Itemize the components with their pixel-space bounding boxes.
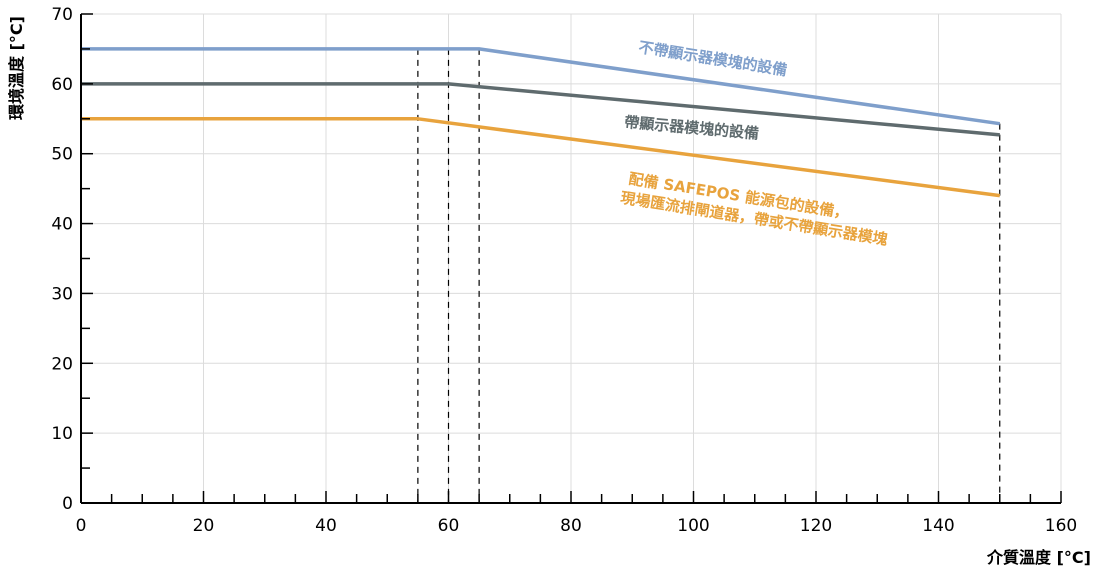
series-label-with-display: 帶顯示器模塊的設備	[624, 113, 760, 143]
grid	[81, 14, 1061, 503]
x-axis-title: 介質溫度 [°C]	[986, 548, 1091, 567]
series-line-2	[81, 119, 1000, 196]
y-tick-label: 10	[51, 424, 73, 444]
series-lines	[81, 49, 1000, 196]
x-tick-label: 140	[922, 516, 954, 536]
y-axis-title: 環境溫度 [°C]	[7, 16, 26, 120]
y-tick-label: 30	[51, 284, 73, 304]
x-tick-label: 120	[800, 516, 832, 536]
reference-lines	[418, 49, 1000, 503]
y-tick-label: 40	[51, 215, 73, 235]
series-labels: 不帶顯示器模塊的設備 帶顯示器模塊的設備 配備 SAFEPOS 能源包的設備， …	[619, 38, 892, 248]
x-tick-label: 160	[1045, 516, 1077, 536]
y-tick-label: 50	[51, 145, 73, 165]
x-tick-label: 0	[76, 516, 87, 536]
series-line-1	[81, 84, 1000, 135]
x-tick-label: 80	[560, 516, 582, 536]
y-tick-label: 70	[51, 5, 73, 25]
y-tick-label: 60	[51, 75, 73, 95]
x-tick-label: 60	[438, 516, 460, 536]
y-tick-label: 0	[62, 494, 73, 514]
x-tick-label: 40	[315, 516, 337, 536]
y-tick-label: 20	[51, 354, 73, 374]
x-tick-label: 100	[677, 516, 709, 536]
series-line-0	[81, 49, 1000, 124]
x-tick-label: 20	[193, 516, 215, 536]
